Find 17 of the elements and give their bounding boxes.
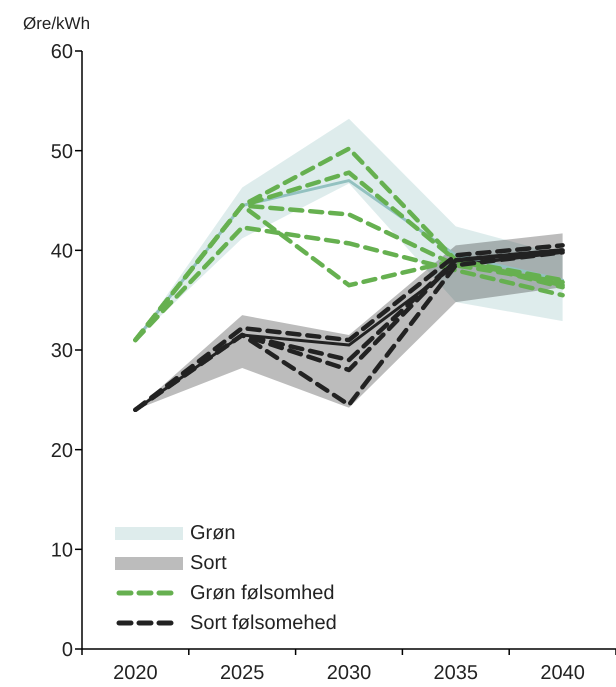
x-tick-label: 2025: [220, 662, 264, 684]
y-axis-title: Øre/kWh: [23, 14, 90, 34]
y-tick-label: 0: [62, 639, 73, 662]
x-tick-label: 2040: [540, 662, 585, 684]
legend-label: Sort følsomehed: [190, 612, 337, 634]
y-tick-label: 10: [50, 539, 73, 562]
y-tick-label: 60: [50, 41, 73, 64]
x-tick-label: 2030: [326, 662, 372, 684]
legend-label: Grøn følsomhed: [190, 582, 334, 604]
y-tick-label: 30: [50, 340, 73, 362]
y-tick-label: 50: [50, 140, 73, 163]
legend-label: Grøn: [190, 522, 236, 544]
legend-label: Sort: [190, 552, 227, 574]
x-tick-label: 2035: [434, 662, 478, 684]
y-tick-label: 40: [50, 240, 73, 262]
x-tick-label: 2020: [113, 662, 158, 684]
y-tick-label: 20: [50, 440, 73, 462]
